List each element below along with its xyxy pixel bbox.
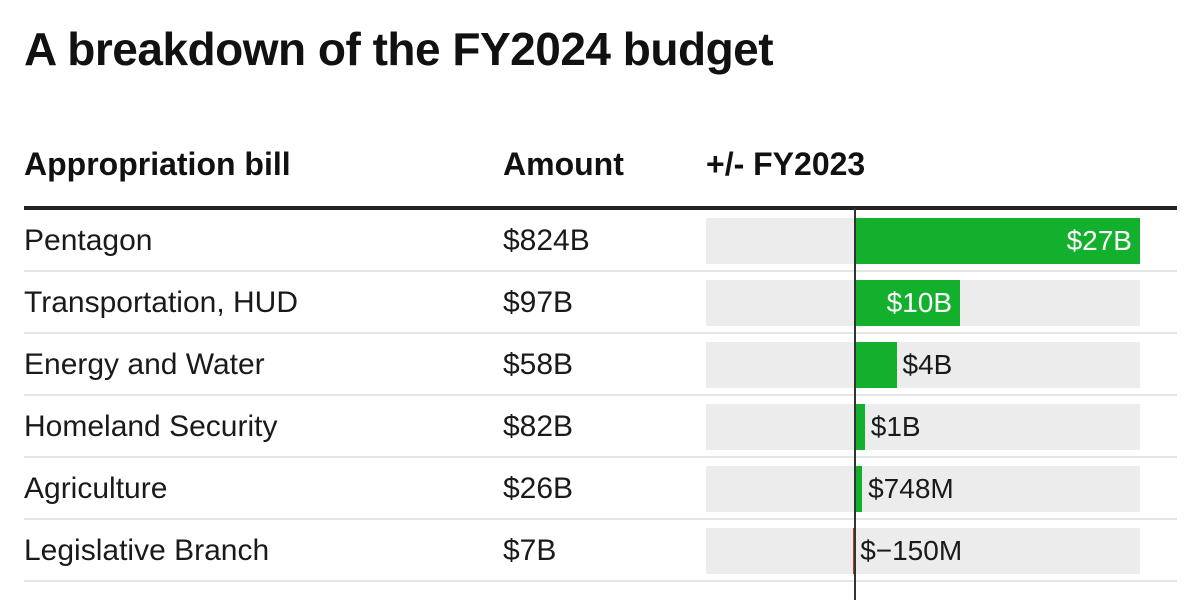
change-bar bbox=[854, 342, 897, 388]
row-bill-name: Pentagon bbox=[24, 224, 153, 257]
row-amount: $82B bbox=[503, 410, 574, 443]
row-amount: $26B bbox=[503, 472, 574, 505]
row-amount: $58B bbox=[503, 348, 574, 381]
row-amount: $97B bbox=[503, 286, 574, 319]
table-body: Pentagon $824B $27B Transportation, HUD $97B… bbox=[0, 210, 1200, 582]
column-header-change: +/- FY2023 bbox=[706, 146, 866, 182]
row-divider bbox=[24, 270, 1177, 272]
row-divider bbox=[24, 456, 1177, 458]
header-divider bbox=[24, 206, 1177, 210]
row-divider bbox=[24, 394, 1177, 396]
change-bar bbox=[852, 528, 855, 574]
change-label: $10B bbox=[886, 287, 953, 318]
bar-track bbox=[706, 404, 1140, 450]
table-row: Homeland Security $82B $1B bbox=[0, 396, 1200, 458]
table-row: Energy and Water $58B $4B bbox=[0, 334, 1200, 396]
row-divider bbox=[24, 332, 1177, 334]
change-bar bbox=[854, 466, 863, 512]
row-amount: $824B bbox=[503, 224, 590, 257]
change-label: $1B bbox=[870, 411, 921, 442]
bar-track bbox=[706, 528, 1140, 574]
change-label: $−150M bbox=[860, 535, 963, 566]
column-header-amount: Amount bbox=[503, 146, 624, 182]
row-bill-name: Energy and Water bbox=[24, 348, 265, 381]
bar-track bbox=[706, 342, 1140, 388]
column-header-bill: Appropriation bill bbox=[24, 146, 291, 182]
row-amount: $7B bbox=[503, 534, 557, 567]
change-label: $27B bbox=[1066, 225, 1132, 256]
table-row: Pentagon $824B $27B bbox=[0, 210, 1200, 272]
change-bar bbox=[854, 404, 865, 450]
change-label: $748M bbox=[868, 473, 954, 504]
row-bill-name: Homeland Security bbox=[24, 410, 278, 443]
zero-baseline bbox=[854, 208, 856, 600]
row-bill-name: Legislative Branch bbox=[24, 534, 270, 567]
change-bar bbox=[854, 218, 1140, 264]
row-divider bbox=[24, 518, 1177, 520]
row-bill-name: Agriculture bbox=[24, 472, 168, 505]
row-divider bbox=[24, 580, 1177, 582]
table-row: Transportation, HUD $97B $10B bbox=[0, 272, 1200, 334]
table-row: Legislative Branch $7B $−150M bbox=[0, 520, 1200, 582]
bar-track bbox=[706, 466, 1140, 512]
change-bar bbox=[854, 280, 961, 326]
table-row: Agriculture $26B $748M bbox=[0, 458, 1200, 520]
row-bill-name: Transportation, HUD bbox=[24, 286, 298, 319]
change-label: $4B bbox=[902, 349, 953, 380]
chart-title: A breakdown of the FY2024 budget bbox=[24, 23, 774, 75]
